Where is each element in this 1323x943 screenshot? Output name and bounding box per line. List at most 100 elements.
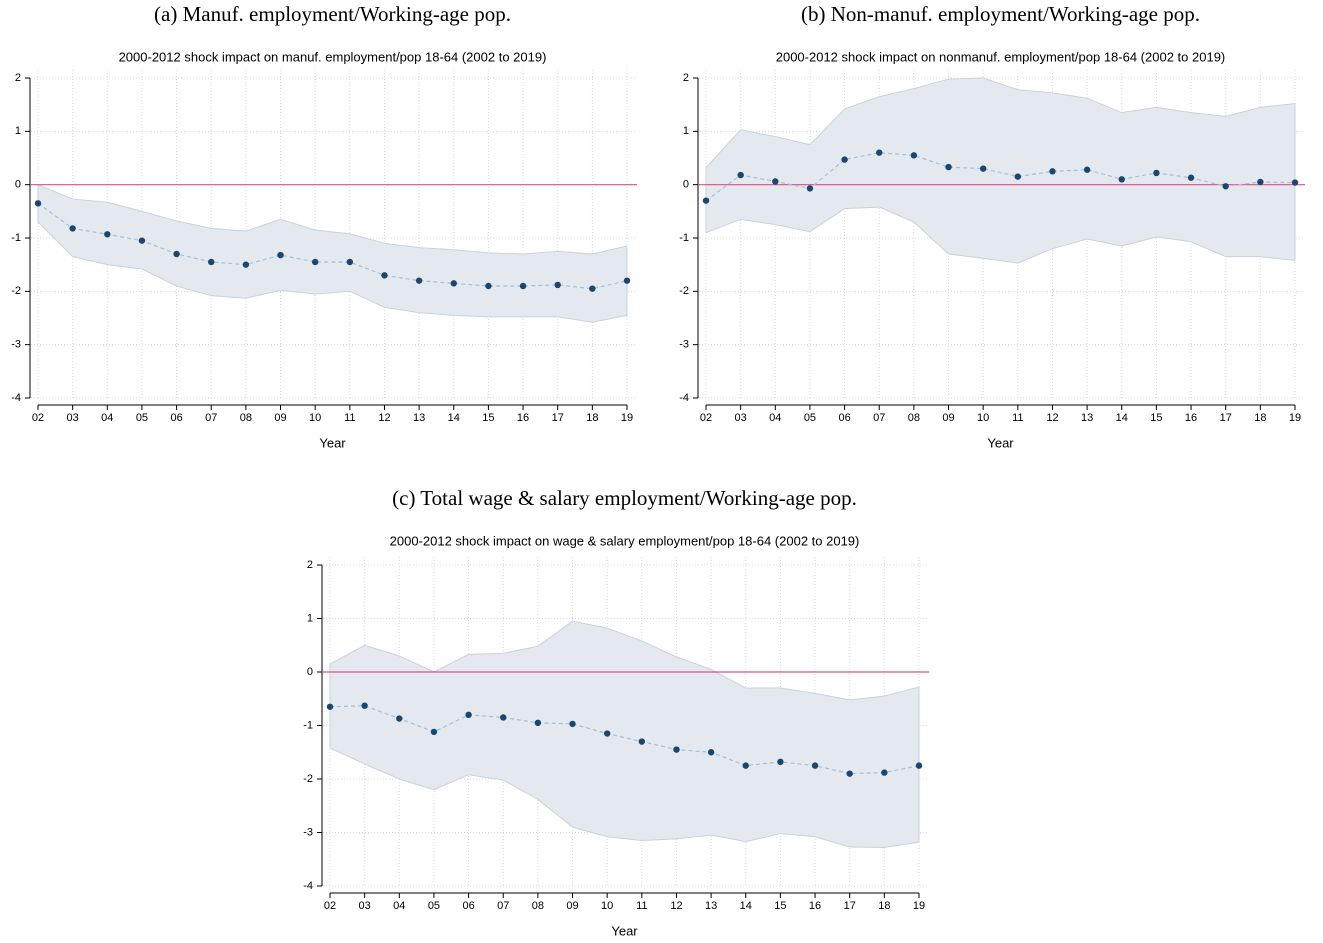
estimate-point xyxy=(465,711,472,718)
x-tick-label: 19 xyxy=(913,900,925,912)
x-tick-label: 08 xyxy=(532,900,544,912)
estimate-point xyxy=(881,769,888,776)
x-tick-label: 16 xyxy=(1185,412,1197,424)
estimate-point xyxy=(876,149,883,156)
panel-caption: (c) Total wage & salary employment/Worki… xyxy=(392,486,857,510)
estimate-point xyxy=(381,272,388,279)
estimate-point xyxy=(841,156,848,163)
x-tick-label: 19 xyxy=(621,412,633,424)
estimate-point xyxy=(589,285,596,292)
estimate-point xyxy=(915,762,923,769)
y-tick-label: -3 xyxy=(11,339,21,351)
x-tick-label: 04 xyxy=(101,412,113,424)
y-tick-label: 1 xyxy=(683,125,689,137)
x-tick-label: 08 xyxy=(240,412,252,424)
estimate-point xyxy=(702,197,710,204)
estimate-point xyxy=(806,185,814,192)
estimate-point xyxy=(485,282,492,290)
estimate-point xyxy=(500,714,507,721)
x-tick-label: 12 xyxy=(670,900,682,912)
y-tick-label: 2 xyxy=(15,72,21,84)
y-tick-label: 0 xyxy=(15,179,21,191)
estimate-point xyxy=(242,261,250,268)
x-tick-label: 04 xyxy=(393,900,405,912)
x-tick-label: 06 xyxy=(462,900,474,912)
x-tick-label: 15 xyxy=(774,900,786,912)
x-tick-label: 10 xyxy=(601,900,613,912)
y-tick-label: 0 xyxy=(307,666,313,678)
x-tick-label: 14 xyxy=(1116,412,1128,424)
estimate-point xyxy=(534,719,542,727)
y-tick-label: 1 xyxy=(307,612,313,624)
estimate-point xyxy=(1153,169,1160,177)
y-tick-label: -4 xyxy=(11,392,21,404)
chart-title: 2000-2012 shock impact on nonmanuf. empl… xyxy=(776,49,1226,64)
estimate-point xyxy=(1083,166,1091,173)
x-tick-label: 06 xyxy=(170,412,182,424)
x-tick-label: 17 xyxy=(844,900,856,912)
panel-caption: (b) Non-manuf. employment/Working-age po… xyxy=(801,2,1200,26)
y-tick-label: -3 xyxy=(679,339,689,351)
x-tick-label: 06 xyxy=(838,412,850,424)
x-tick-label: 07 xyxy=(205,412,217,424)
x-tick-label: 18 xyxy=(1254,412,1266,424)
estimate-point xyxy=(104,231,111,238)
y-tick-label: -1 xyxy=(679,232,689,244)
estimate-point xyxy=(450,280,457,287)
x-tick-label: 03 xyxy=(359,900,371,912)
x-tick-label: 07 xyxy=(873,412,885,424)
y-tick-label: -4 xyxy=(679,392,689,404)
estimate-point xyxy=(1014,173,1022,180)
x-tick-label: 08 xyxy=(908,412,920,424)
estimate-point xyxy=(707,749,715,756)
estimate-point xyxy=(569,720,576,728)
x-tick-label: 16 xyxy=(809,900,821,912)
y-tick-label: 2 xyxy=(683,72,689,84)
x-tick-label: 18 xyxy=(878,900,890,912)
x-tick-label: 11 xyxy=(1012,412,1023,424)
estimate-point xyxy=(1257,178,1264,186)
x-tick-label: 11 xyxy=(636,900,647,912)
x-tick-label: 10 xyxy=(977,412,989,424)
x-tick-label: 03 xyxy=(67,412,79,424)
estimate-point xyxy=(945,163,952,171)
x-tick-label: 02 xyxy=(700,412,712,424)
x-tick-label: 16 xyxy=(517,412,529,424)
estimate-point xyxy=(742,762,749,769)
y-tick-label: 2 xyxy=(307,559,313,571)
x-tick-label: 09 xyxy=(566,900,578,912)
estimate-point xyxy=(673,746,680,753)
x-tick-label: 02 xyxy=(324,900,336,912)
estimate-point xyxy=(277,251,284,259)
x-tick-label: 12 xyxy=(1046,412,1058,424)
estimate-point xyxy=(311,258,319,266)
x-tick-label: 13 xyxy=(705,900,717,912)
x-tick-label: 13 xyxy=(1081,412,1093,424)
estimate-point xyxy=(638,738,646,745)
y-tick-label: -3 xyxy=(303,826,313,838)
y-tick-label: -2 xyxy=(679,285,689,297)
x-tick-label: 12 xyxy=(378,412,390,424)
chart-title: 2000-2012 shock impact on manuf. employm… xyxy=(119,49,547,64)
estimate-point xyxy=(1118,176,1125,183)
x-tick-label: 15 xyxy=(1150,412,1162,424)
x-tick-label: 05 xyxy=(428,900,440,912)
estimate-point xyxy=(430,728,438,736)
y-tick-label: -2 xyxy=(11,285,21,297)
x-tick-label: 15 xyxy=(482,412,494,424)
estimate-point xyxy=(737,171,744,179)
x-axis-label: Year xyxy=(611,923,638,938)
x-tick-label: 18 xyxy=(586,412,598,424)
estimate-point xyxy=(811,762,819,769)
estimate-line xyxy=(37,202,628,290)
confidence-band xyxy=(705,77,1296,264)
estimate-point xyxy=(910,152,918,159)
estimate-point xyxy=(34,200,42,207)
y-tick-label: 1 xyxy=(15,125,21,137)
x-tick-label: 04 xyxy=(769,412,781,424)
estimate-line xyxy=(705,152,1296,202)
x-tick-label: 03 xyxy=(735,412,747,424)
x-tick-label: 17 xyxy=(1220,412,1232,424)
